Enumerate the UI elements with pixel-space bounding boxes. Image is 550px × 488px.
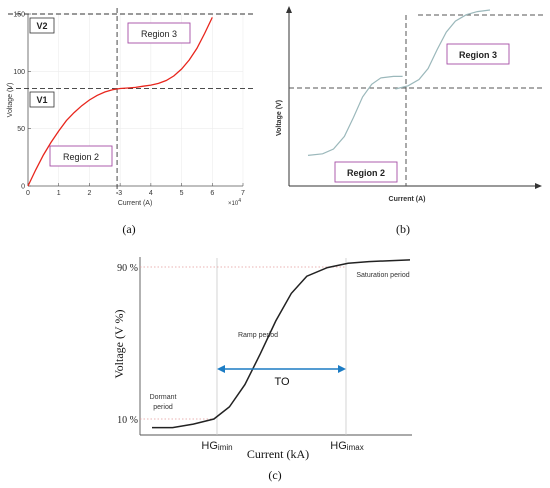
panel-a-xtick-label: 4 [149,190,153,197]
region2-text-b: Region 2 [347,168,385,178]
ramp-label: Ramp period [238,332,278,339]
arrow-right-icon [338,365,346,373]
panel-a-xtick-label: 7 [241,190,245,197]
saturation-label: Saturation period [356,272,409,279]
hgimax-sub: imax [347,443,364,452]
v2-text: V2 [36,21,47,31]
panel-a-xtick-label: 1 [57,190,61,197]
panel-b-region3-label: Region 3 [446,43,510,65]
panel-c-guide-lines [140,258,347,435]
panel-a-caption: (a) [122,222,135,236]
xtick-hgimin: HGimin [201,440,232,452]
panel-a: 0 1 2 3 4 5 6 7 0 50 100 150 V2 V1 Region 3 Region … [7,8,255,236]
panel-a-region3-label: Region 3 [127,22,191,44]
panel-c-axes [139,257,412,436]
xtick-hgimax: HGimax [330,440,363,452]
panel-b-ylabel: Voltage (V) [276,100,283,136]
region2-text-a: Region 2 [63,152,99,162]
panel-a-xtick-label: 6 [210,190,214,197]
panel-a-ytick-label: 50 [17,126,25,133]
panel-b-axes [286,6,542,189]
panel-a-region2-label: Region 2 [49,145,113,167]
panel-b: Region 3 Region 2 Current (A) Voltage (V… [276,6,543,236]
region3-text-b: Region 3 [459,50,497,60]
panel-a-xtick-label: 3 [118,190,122,197]
panel-a-xtick-label: 0 [26,190,30,197]
x-multiplier-exponent: 4 [238,198,241,204]
panel-b-curve-upper [395,9,491,90]
panel-b-xlabel: Current (A) [389,196,426,203]
v1-text: V1 [36,95,47,105]
panel-a-xlabel: Current (A) [118,200,153,207]
panel-b-curve-lower [307,75,403,156]
region3-text-a: Region 3 [141,29,177,39]
panel-c-xlabel: Current (kA) [247,447,309,461]
panel-c-caption: (c) [268,468,281,482]
panel-a-xtick-label: 5 [180,190,184,197]
panel-c-to-arrow [217,365,346,373]
panel-a-v2-label: V2 [29,17,55,34]
panel-b-region2-label: Region 2 [334,161,398,183]
panel-c-ylabel: Voltage (V %) [112,310,126,379]
panel-a-ticks: 0 1 2 3 4 5 6 7 0 50 100 150 [13,12,245,198]
panel-a-v1-label: V1 [29,91,55,108]
panel-a-ytick-label: 100 [13,69,25,76]
panel-a-x-multiplier: ×104 [228,198,241,207]
ytick-10: 10 % [117,415,138,426]
x-multiplier-base: ×10 [228,201,239,207]
panel-a-ytick-label: 150 [13,12,25,19]
arrow-left-icon [217,365,225,373]
panel-a-voltage-curve [27,17,213,187]
panel-a-ytick-label: 0 [21,184,25,191]
hgimin-main: HG [201,440,218,452]
to-label: TO [274,376,290,388]
panel-b-reference-lines [289,14,543,186]
panel-b-y-arrow-icon [286,6,292,13]
dormant-label-2: period [153,404,173,411]
panel-c-sigmoid-curve [152,259,411,429]
panel-b-caption: (b) [396,222,410,236]
dormant-label-1: Dormant [150,394,177,401]
panel-b-x-arrow-icon [535,183,542,189]
panel-a-xtick-label: 2 [87,190,91,197]
panel-a-axes [27,14,243,187]
hgimin-sub: imin [218,443,233,452]
panel-a-ylabel: Voltage (V) [7,83,14,118]
panel-a-reference-lines [8,8,255,194]
ytick-90: 90 % [117,263,138,274]
hgimax-main: HG [330,440,347,452]
panel-c: TO 90 % 10 % HGimin HGimax Dormant perio… [112,257,412,482]
